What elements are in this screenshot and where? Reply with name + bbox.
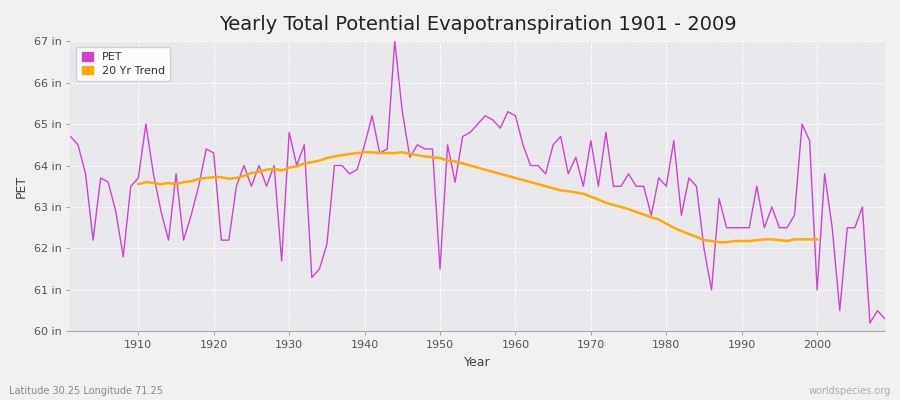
Title: Yearly Total Potential Evapotranspiration 1901 - 2009: Yearly Total Potential Evapotranspiratio… [219, 15, 736, 34]
Legend: PET, 20 Yr Trend: PET, 20 Yr Trend [76, 47, 170, 81]
Y-axis label: PET: PET [15, 175, 28, 198]
X-axis label: Year: Year [464, 356, 491, 369]
Text: Latitude 30.25 Longitude 71.25: Latitude 30.25 Longitude 71.25 [9, 386, 163, 396]
Text: worldspecies.org: worldspecies.org [809, 386, 891, 396]
